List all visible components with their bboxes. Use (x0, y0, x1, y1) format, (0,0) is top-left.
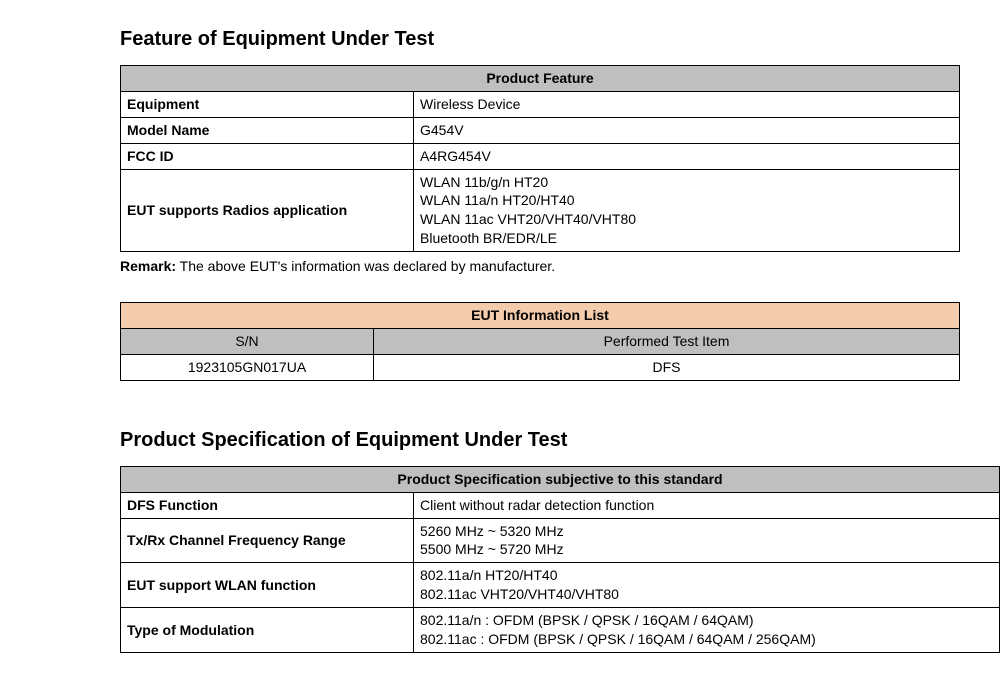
row-label: Equipment (121, 91, 414, 117)
section1-title: Feature of Equipment Under Test (120, 28, 960, 51)
col-item: Performed Test Item (374, 329, 960, 355)
table-row: EUT support WLAN function 802.11a/n HT20… (121, 563, 1000, 608)
table-subheader-row: S/N Performed Test Item (121, 329, 960, 355)
section2-title: Product Specification of Equipment Under… (120, 429, 960, 452)
row-label: FCC ID (121, 143, 414, 169)
table-row: Equipment Wireless Device (121, 91, 960, 117)
row-label: EUT supports Radios application (121, 169, 414, 252)
row-value: A4RG454V (414, 143, 960, 169)
row-label: EUT support WLAN function (121, 563, 414, 608)
product-feature-table: Product Feature Equipment Wireless Devic… (120, 65, 960, 252)
row-label: Model Name (121, 117, 414, 143)
row-value: 5260 MHz ~ 5320 MHz 5500 MHz ~ 5720 MHz (414, 518, 1000, 563)
row-value: 802.11a/n : OFDM (BPSK / QPSK / 16QAM / … (414, 608, 1000, 653)
table-header-row: Product Specification subjective to this… (121, 466, 1000, 492)
row-label: Tx/Rx Channel Frequency Range (121, 518, 414, 563)
sn-value: 1923105GN017UA (121, 354, 374, 380)
product-feature-header: Product Feature (121, 66, 960, 92)
table-header-row: Product Feature (121, 66, 960, 92)
row-label: Type of Modulation (121, 608, 414, 653)
product-spec-header: Product Specification subjective to this… (121, 466, 1000, 492)
table-header-row: EUT Information List (121, 303, 960, 329)
row-value: G454V (414, 117, 960, 143)
table-row: 1923105GN017UA DFS (121, 354, 960, 380)
row-value: Wireless Device (414, 91, 960, 117)
table-row: Model Name G454V (121, 117, 960, 143)
row-value: WLAN 11b/g/n HT20 WLAN 11a/n HT20/HT40 W… (414, 169, 960, 252)
row-value: Client without radar detection function (414, 492, 1000, 518)
table-row: EUT supports Radios application WLAN 11b… (121, 169, 960, 252)
row-value: 802.11a/n HT20/HT40 802.11ac VHT20/VHT40… (414, 563, 1000, 608)
table-row: FCC ID A4RG454V (121, 143, 960, 169)
table-row: Type of Modulation 802.11a/n : OFDM (BPS… (121, 608, 1000, 653)
remark-line: Remark: The above EUT's information was … (120, 258, 960, 274)
remark-label: Remark: (120, 258, 176, 274)
col-sn: S/N (121, 329, 374, 355)
eut-info-table: EUT Information List S/N Performed Test … (120, 302, 960, 381)
eut-info-header: EUT Information List (121, 303, 960, 329)
remark-text: The above EUT's information was declared… (176, 258, 555, 274)
row-label: DFS Function (121, 492, 414, 518)
table-row: DFS Function Client without radar detect… (121, 492, 1000, 518)
product-spec-table: Product Specification subjective to this… (120, 466, 1000, 653)
table-row: Tx/Rx Channel Frequency Range 5260 MHz ~… (121, 518, 1000, 563)
item-value: DFS (374, 354, 960, 380)
